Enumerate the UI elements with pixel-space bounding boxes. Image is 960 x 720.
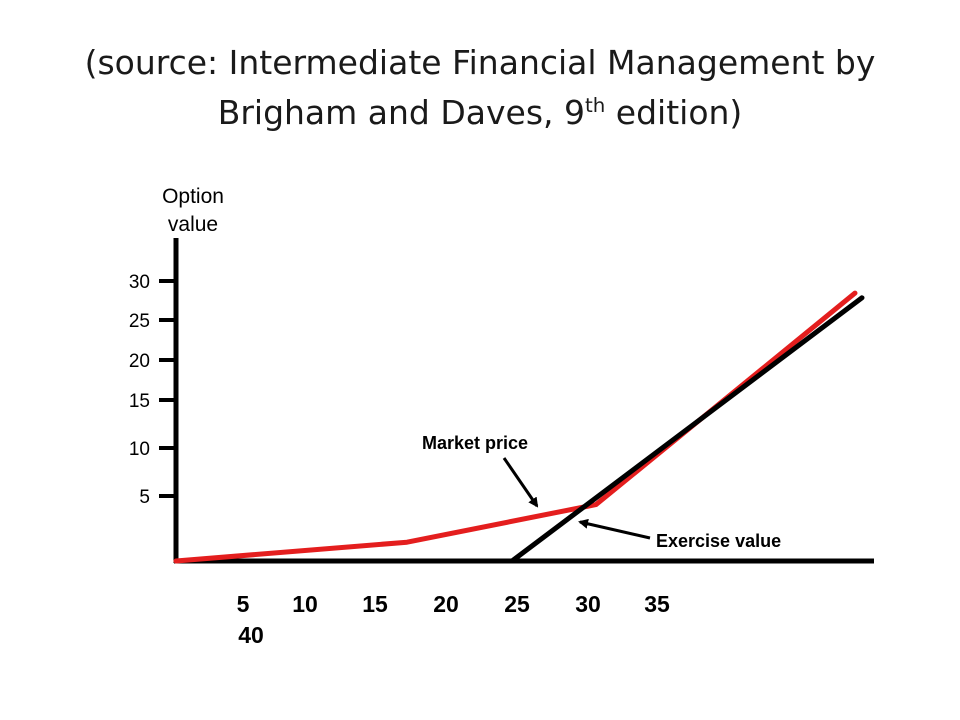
x-tick-label-wrapped: 40	[238, 622, 264, 648]
y-tick-label: 30	[129, 272, 150, 293]
series-exercise-value-line	[509, 295, 865, 564]
y-tick-label: 5	[139, 487, 150, 508]
y-ticks: 5 10 15 20 25 30	[129, 272, 176, 508]
x-tick-label: 5	[237, 591, 250, 617]
annotation-market-price-arrow	[502, 457, 539, 508]
y-axis-label-line1: Option	[162, 185, 224, 208]
annotation-exercise-value: Exercise value	[656, 531, 781, 551]
slide-title-line2: Brigham and Daves, 9th edition)	[40, 88, 920, 138]
series-lines	[173, 290, 865, 564]
slide-title-line1: (source: Intermediate Financial Manageme…	[84, 43, 876, 82]
x-tick-label: 15	[362, 591, 388, 617]
slide-title-line2-tail: edition)	[605, 93, 743, 132]
y-tick-label: 20	[129, 351, 150, 372]
y-tick-label: 10	[129, 439, 150, 460]
annotation-market-price: Market price	[422, 433, 528, 453]
slide-title: (source: Intermediate Financial Manageme…	[40, 38, 920, 138]
x-tick-label: 20	[433, 591, 459, 617]
y-axis-label-line2: value	[168, 213, 218, 236]
x-tick-label: 30	[575, 591, 601, 617]
y-tick-label: 15	[129, 391, 150, 412]
slide-title-line2-text: Brigham and Daves, 9	[217, 93, 585, 132]
slide-title-superscript: th	[585, 94, 606, 117]
y-tick-label: 25	[129, 311, 150, 332]
x-ticks: 5 10 15 20 25 30 35 40	[237, 591, 670, 648]
series-market-price-line	[173, 290, 858, 564]
x-tick-label: 25	[504, 591, 530, 617]
annotation-exercise-value-arrow	[578, 518, 651, 540]
x-tick-label: 35	[644, 591, 670, 617]
x-tick-label: 10	[292, 591, 318, 617]
